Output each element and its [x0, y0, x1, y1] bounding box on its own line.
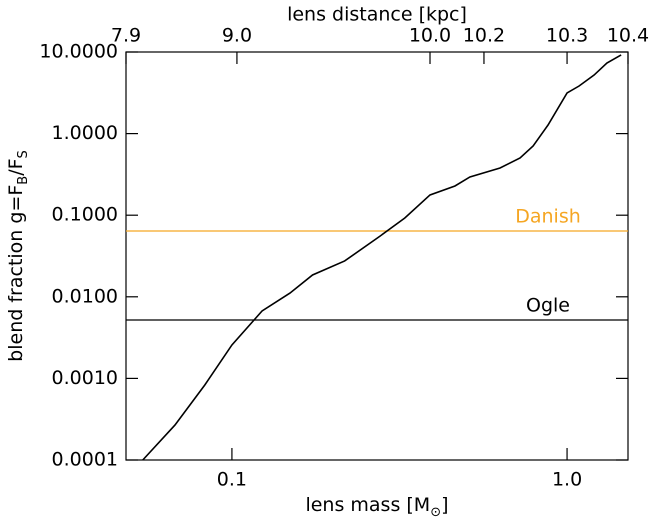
y-tick-label: 1.0000 [52, 122, 118, 144]
y-tick-label: 0.0100 [52, 285, 118, 307]
x-axis-label-part: ⊙ [430, 505, 441, 519]
top-tick-label: 10.4 [607, 25, 649, 47]
top-tick-label: 9.0 [222, 25, 252, 47]
x-axis-label-part: lens mass [M [305, 494, 430, 516]
y-axis-label: blend fraction g=FB/FS [5, 150, 32, 362]
x-tick-label: 0.1 [217, 469, 247, 491]
y-tick-label: 0.1000 [52, 204, 118, 226]
y-axis-label-part: B [16, 176, 31, 185]
top-axis-label: lens distance [kpc] [287, 4, 467, 26]
reference-label: Danish [515, 206, 581, 228]
y-tick-label: 10.0000 [39, 41, 118, 63]
y-tick-label: 0.0010 [52, 367, 118, 389]
x-axis-label: lens mass [M⊙] [305, 494, 448, 519]
plot-frame [125, 51, 629, 461]
top-tick-label: 7.9 [111, 25, 141, 47]
top-tick-label: 10.3 [546, 25, 588, 47]
x-axis-label-part: ] [441, 494, 448, 516]
y-axis-label-part: blend fraction g=F [5, 185, 27, 362]
y-axis-label-part: /F [5, 158, 27, 175]
y-axis-label-part: S [16, 150, 31, 158]
y-tick-label: 0.0001 [52, 449, 118, 471]
top-tick-label: 10.2 [463, 25, 505, 47]
data-line [142, 54, 622, 461]
x-tick-label: 1.0 [552, 469, 582, 491]
top-tick-label: 10.0 [409, 25, 451, 47]
reference-label: Ogle [526, 294, 570, 316]
